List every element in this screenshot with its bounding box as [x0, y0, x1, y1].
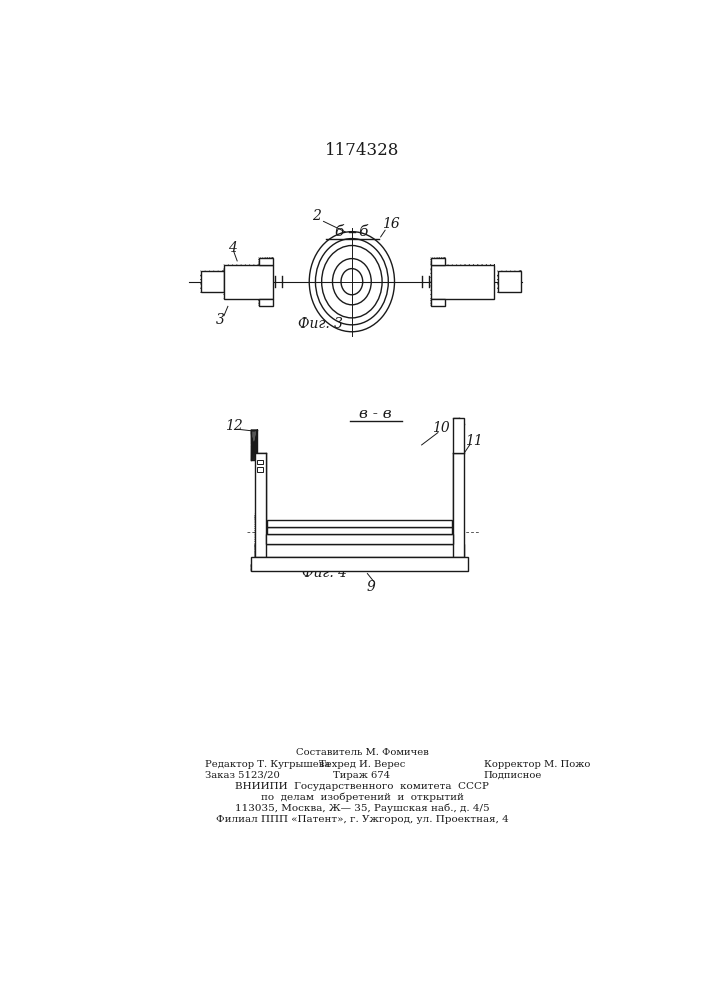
Bar — [259, 299, 273, 306]
Text: Составитель М. Фомичев: Составитель М. Фомичев — [296, 748, 428, 757]
Text: Фиг. 4: Фиг. 4 — [303, 566, 347, 580]
Bar — [251, 557, 468, 571]
Bar — [431, 299, 445, 306]
Text: 12: 12 — [226, 419, 243, 433]
Text: Фиг. 3: Фиг. 3 — [298, 317, 344, 331]
Bar — [498, 271, 521, 292]
Text: 4: 4 — [228, 241, 237, 255]
Bar — [453, 418, 464, 453]
Bar — [257, 467, 263, 472]
Bar — [266, 534, 453, 544]
Text: Заказ 5123/20: Заказ 5123/20 — [204, 771, 279, 780]
Text: Корректор М. Пожо: Корректор М. Пожо — [484, 760, 590, 769]
Bar — [267, 527, 452, 534]
Text: 10: 10 — [432, 421, 450, 435]
Text: 16: 16 — [382, 217, 399, 231]
Bar — [267, 520, 452, 527]
Text: 1174328: 1174328 — [325, 142, 399, 159]
Bar — [255, 453, 266, 557]
Text: Техред И. Верес: Техред И. Верес — [319, 760, 405, 769]
Text: б - б: б - б — [335, 225, 368, 239]
Text: Подписное: Подписное — [484, 771, 542, 780]
Text: Тираж 674: Тираж 674 — [334, 771, 390, 780]
Bar — [224, 265, 273, 299]
Bar — [257, 460, 263, 464]
Text: Филиал ППП «Патент», г. Ужгород, ул. Проектная, 4: Филиал ППП «Патент», г. Ужгород, ул. Про… — [216, 815, 508, 824]
Text: Редактор Т. Кугрышева: Редактор Т. Кугрышева — [204, 760, 330, 769]
Text: 2: 2 — [312, 209, 322, 223]
Bar — [259, 258, 273, 265]
Bar — [453, 453, 464, 557]
Text: 3: 3 — [216, 313, 225, 327]
Bar — [255, 544, 464, 557]
Text: в - в: в - в — [359, 407, 392, 421]
Ellipse shape — [343, 271, 361, 292]
Bar — [431, 258, 445, 265]
Text: 9: 9 — [367, 580, 375, 594]
Text: ВНИИПИ  Государственного  комитета  СССР: ВНИИПИ Государственного комитета СССР — [235, 782, 489, 791]
Text: по  делам  изобретений  и  открытий: по делам изобретений и открытий — [260, 793, 463, 802]
Text: 11: 11 — [464, 434, 482, 448]
Bar — [201, 271, 224, 292]
Bar — [431, 265, 494, 299]
Text: 113035, Москва, Ж— 35, Раушская наб., д. 4/5: 113035, Москва, Ж— 35, Раушская наб., д.… — [235, 804, 489, 813]
